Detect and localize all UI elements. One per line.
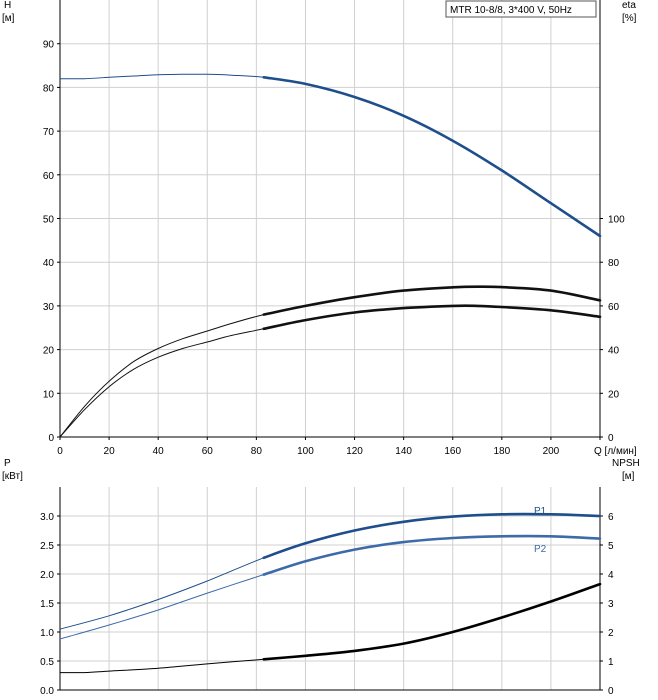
npsh-axis-unit: [м]: [622, 471, 635, 482]
bottom-left-tick-label: 1.5: [40, 599, 54, 610]
bottom-right-tick-label: 3: [608, 599, 614, 610]
p2-label: P2: [534, 544, 547, 555]
bottom-series-p2-duty: [262, 534, 602, 576]
x-tick-label: 200: [543, 446, 560, 457]
bottom-right-tick-label: 2: [608, 628, 614, 639]
top-left-tick-label: 90: [43, 40, 55, 51]
top-right-tick-label: 100: [608, 215, 625, 226]
bottom-left-tick-label: 2.0: [40, 570, 54, 581]
bottom-series-npsh-duty: [262, 582, 602, 661]
x-tick-label: 100: [297, 446, 314, 457]
top-left-tick-label: 70: [43, 127, 55, 138]
top-right-tick-label: 40: [608, 346, 620, 357]
legend-label: MTR 10-8/8, 3*400 V, 50Hz: [450, 5, 572, 16]
top-series-eta-lower-thin: [59, 305, 601, 438]
bottom-right-tick-label: 5: [608, 541, 614, 552]
top-right-tick-label: 0: [608, 433, 614, 444]
legend-box: [445, 0, 597, 18]
bottom-left-tick-label: 1.0: [40, 628, 54, 639]
x-tick-label: 140: [395, 446, 412, 457]
top-left-tick-label: 0: [48, 433, 54, 444]
bottom-series-p2-thin: [59, 535, 601, 640]
x-tick-label: 80: [251, 446, 263, 457]
bottom-left-tick-label: 3.0: [40, 512, 54, 523]
top-right-tick-label: 60: [608, 302, 620, 313]
top-left-tick-label: 80: [43, 83, 55, 94]
bottom-left-tick-label: 0.5: [40, 657, 54, 668]
p-axis-unit: [кВт]: [2, 471, 23, 482]
eta-axis-unit: [%]: [622, 13, 637, 24]
x-tick-label: 160: [444, 446, 461, 457]
top-left-tick-label: 60: [43, 171, 55, 182]
top-left-tick-label: 40: [43, 258, 55, 269]
x-tick-label: 60: [202, 446, 214, 457]
top-right-tick-label: 20: [608, 389, 620, 400]
grid-lines: [60, 0, 600, 690]
data-series: [59, 73, 602, 674]
x-tick-label: 180: [493, 446, 510, 457]
top-series-h-thin: [59, 73, 601, 237]
eta-axis-name: eta: [622, 0, 636, 11]
legend: MTR 10-8/8, 3*400 V, 50Hz: [445, 0, 597, 18]
x-axis-unit-label: Q [л/мин]: [594, 446, 637, 457]
bottom-right-tick-label: 6: [608, 512, 614, 523]
p-axis-name: P: [4, 458, 11, 469]
bottom-left-tick-label: 2.5: [40, 541, 54, 552]
x-tick-label: 40: [153, 446, 165, 457]
h-axis-unit: [м]: [2, 13, 15, 24]
x-tick-label: 120: [346, 446, 363, 457]
top-left-tick-label: 50: [43, 215, 55, 226]
p1-label: P1: [534, 506, 547, 517]
bottom-right-tick-label: 4: [608, 570, 614, 581]
npsh-axis-name: NPSH: [612, 458, 640, 469]
top-left-tick-label: 10: [43, 389, 55, 400]
h-axis-name: H: [4, 0, 11, 11]
top-left-tick-label: 20: [43, 346, 55, 357]
top-series-eta-upper-duty: [262, 285, 602, 316]
bottom-series-p1-duty: [262, 512, 602, 560]
bottom-series-npsh-thin: [59, 583, 601, 674]
x-tick-label: 0: [57, 446, 63, 457]
x-tick-label: 20: [104, 446, 116, 457]
plot-frames: [57, 0, 603, 691]
bottom-left-tick-label: 0.0: [40, 686, 54, 697]
top-series-h-duty: [262, 76, 602, 238]
top-right-tick-label: 80: [608, 258, 620, 269]
top-series-eta-lower-duty: [262, 304, 602, 331]
bottom-right-tick-label: 0: [608, 686, 614, 697]
top-left-tick-label: 30: [43, 302, 55, 313]
bottom-right-tick-label: 1: [608, 657, 614, 668]
